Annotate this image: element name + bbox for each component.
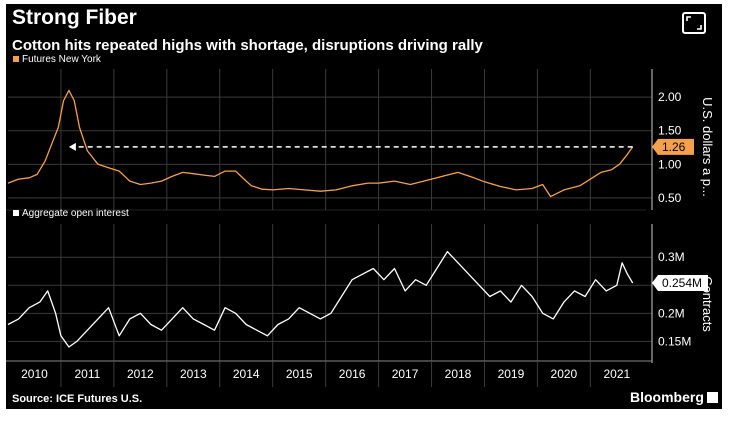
open-interest-ytick-label-0: 0.15M (658, 334, 691, 348)
futures-series-line (7, 89, 634, 198)
x-tick-label-2011: 2011 (75, 367, 101, 381)
x-tick-label-2010: 2010 (21, 367, 48, 381)
open-interest-last-value-label: 0.254M (662, 276, 702, 290)
open-interest-legend-swatch (13, 210, 19, 216)
futures-dashed-arrow-head (68, 142, 76, 151)
futures-ytick-label-1: 1.00 (658, 157, 682, 171)
chart-subtitle: Cotton hits repeated highs with shortage… (12, 37, 483, 54)
x-tick-label-2015: 2015 (286, 367, 313, 381)
chart-title: Strong Fiber (12, 6, 137, 29)
futures-last-value-badge (652, 138, 694, 155)
x-tick-label-2021: 2021 (603, 367, 630, 381)
open-interest-ytick-label-3: 0.3M (658, 250, 685, 264)
source-note: Source: ICE Futures U.S. (12, 393, 143, 405)
futures-legend-label: Futures New York (22, 54, 102, 65)
open-interest-y-axis-label: Contracts (700, 276, 715, 332)
bloomberg-logo-icon (707, 392, 718, 403)
open-interest-last-value-badge (652, 275, 708, 292)
x-tick-label-2016: 2016 (339, 367, 366, 381)
futures-ytick-label-2: 1.50 (658, 124, 682, 138)
futures-last-value-label: 1.26 (662, 140, 686, 154)
futures-ytick-label-0: 0.50 (658, 191, 682, 205)
x-tick-label-2014: 2014 (233, 367, 260, 381)
brand-wordmark: Bloomberg (630, 389, 704, 405)
x-tick-label-2012: 2012 (127, 367, 154, 381)
futures-legend-swatch (13, 56, 19, 62)
futures-ytick-label-3: 2.00 (658, 90, 682, 104)
expand-icon[interactable] (682, 12, 706, 34)
x-tick-label-2020: 2020 (551, 367, 578, 381)
x-tick-label-2017: 2017 (392, 367, 419, 381)
x-tick-label-2018: 2018 (445, 367, 472, 381)
chart-card: Strong Fiber Cotton hits repeated highs … (6, 4, 722, 409)
chart-canvas: 0.50 1.00 1.50 2.00 Futures New York 1.26 U.S.… (6, 54, 715, 387)
futures-y-axis-label: U.S. dollars a p... (700, 97, 715, 197)
open-interest-ytick-label-1: 0.2M (658, 306, 685, 320)
open-interest-legend-label: Aggregate open interest (22, 208, 129, 219)
x-tick-label-2013: 2013 (180, 367, 207, 381)
x-tick-label-2019: 2019 (498, 367, 525, 381)
open-interest-series-line (7, 250, 634, 348)
